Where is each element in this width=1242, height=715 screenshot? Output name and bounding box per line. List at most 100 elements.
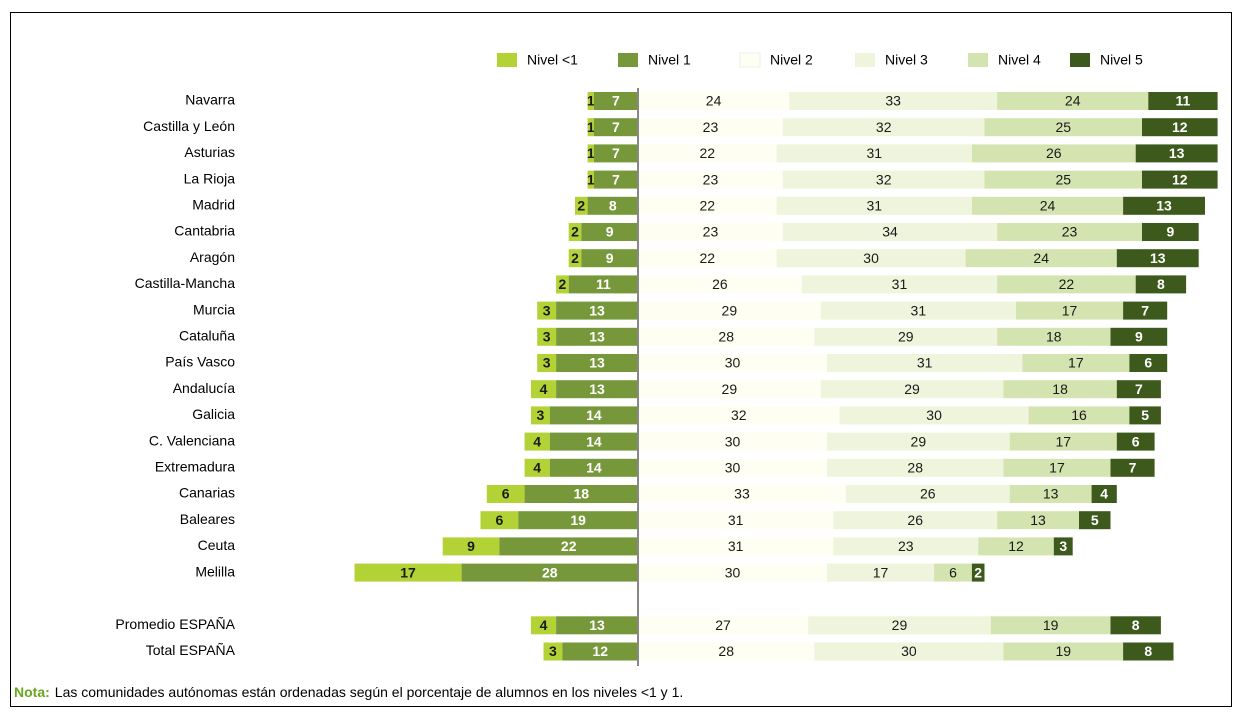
category-label: La Rioja [184,170,236,186]
bar-segment [845,485,1010,503]
bar-segment [1142,170,1218,189]
value-label: 2 [571,250,579,266]
bar-segment [543,642,563,661]
value-label: 2 [559,276,567,292]
category-label: Cataluña [179,328,235,344]
bar-segment [1142,223,1199,241]
legend-swatch [1070,53,1090,67]
value-label: 24 [1033,250,1049,266]
value-label: 18 [1046,329,1062,345]
category-label: Madrid [192,197,235,213]
bar-segment [638,275,802,294]
value-label: 9 [606,250,614,266]
legend-swatch [618,53,638,67]
value-label: 8 [609,198,617,214]
value-label: 31 [728,512,744,528]
value-label: 3 [1059,538,1067,554]
bar-segment [1022,354,1130,372]
value-label: 3 [543,302,551,318]
value-label: 27 [715,617,731,633]
value-label: 4 [540,381,548,397]
bar-segment [587,144,594,163]
legend-label: Nivel 5 [1100,52,1143,68]
bar-segment [814,642,1004,661]
bar-segment [549,458,638,477]
value-label: 29 [722,302,738,318]
bar-segment [1129,406,1161,425]
value-label: 17 [873,564,889,580]
value-label: 18 [574,486,590,502]
value-label: 8 [1132,617,1140,633]
bar-segment [827,458,1004,477]
frame [10,12,1232,707]
bar-segment [530,380,557,399]
bar-segment [1123,642,1174,661]
bar-segment [990,616,1111,635]
bar-segment [549,432,638,451]
value-label: 29 [892,617,908,633]
value-label: 22 [700,198,716,214]
bar-segment [776,196,972,215]
value-label: 3 [543,329,551,345]
bar-segment [537,301,557,320]
bar-segment [997,327,1111,346]
category-label: C. Valenciana [149,432,235,448]
bar-segment [789,92,998,110]
value-label: 33 [734,486,750,502]
bar-segment [581,223,638,241]
bar-segment [556,354,638,372]
bar-segment [1123,196,1205,215]
bar-segment [530,616,557,635]
bar-segment [1079,511,1111,530]
value-label: 11 [596,276,611,292]
category-label: Canarias [179,485,235,501]
bar-segment [556,275,569,294]
value-label: 2 [974,564,982,580]
bar-segment [1116,249,1199,268]
bar-segment [638,118,783,137]
value-label: 17 [1068,355,1084,371]
bar-segment [556,327,638,346]
bar-segment [638,354,827,372]
bar-segment [1142,118,1218,137]
bar-segment [593,92,638,110]
value-label: 14 [586,460,602,476]
legend-label: Nivel 2 [770,52,813,68]
value-label: 3 [543,355,551,371]
bar-segment [1148,92,1218,110]
bar-segment [997,223,1142,241]
value-label: 30 [725,355,741,371]
value-label: 23 [703,224,719,240]
value-label: 2 [577,198,585,214]
bar-segment [638,642,815,661]
value-label: 1 [587,171,595,187]
bar-segment [1053,537,1073,556]
bar-segment [820,380,1004,399]
bar-segment [354,563,462,582]
bar-segment [568,275,638,294]
value-label: 7 [612,93,620,109]
bar-segment [537,354,557,372]
value-label: 32 [731,407,747,423]
bar-segment [638,144,777,163]
bar-segment [1116,380,1161,399]
bar-segment [568,223,582,241]
bar-segment [549,406,638,425]
value-label: 29 [911,433,927,449]
bar-segment [638,92,790,110]
value-label: 7 [612,171,620,187]
value-label: 17 [400,564,416,580]
bar-segment [1110,616,1161,635]
category-label: Murcia [193,301,235,317]
category-label: Asturias [184,144,235,160]
bar-segment [1003,380,1117,399]
value-label: 34 [882,224,898,240]
bar-segment [638,458,827,477]
bar-segment [556,380,638,399]
bar-segment [1116,432,1155,451]
value-label: 25 [1055,119,1071,135]
category-label: Baleares [180,511,235,527]
bar-segment [638,432,827,451]
bar-segment [971,144,1136,163]
